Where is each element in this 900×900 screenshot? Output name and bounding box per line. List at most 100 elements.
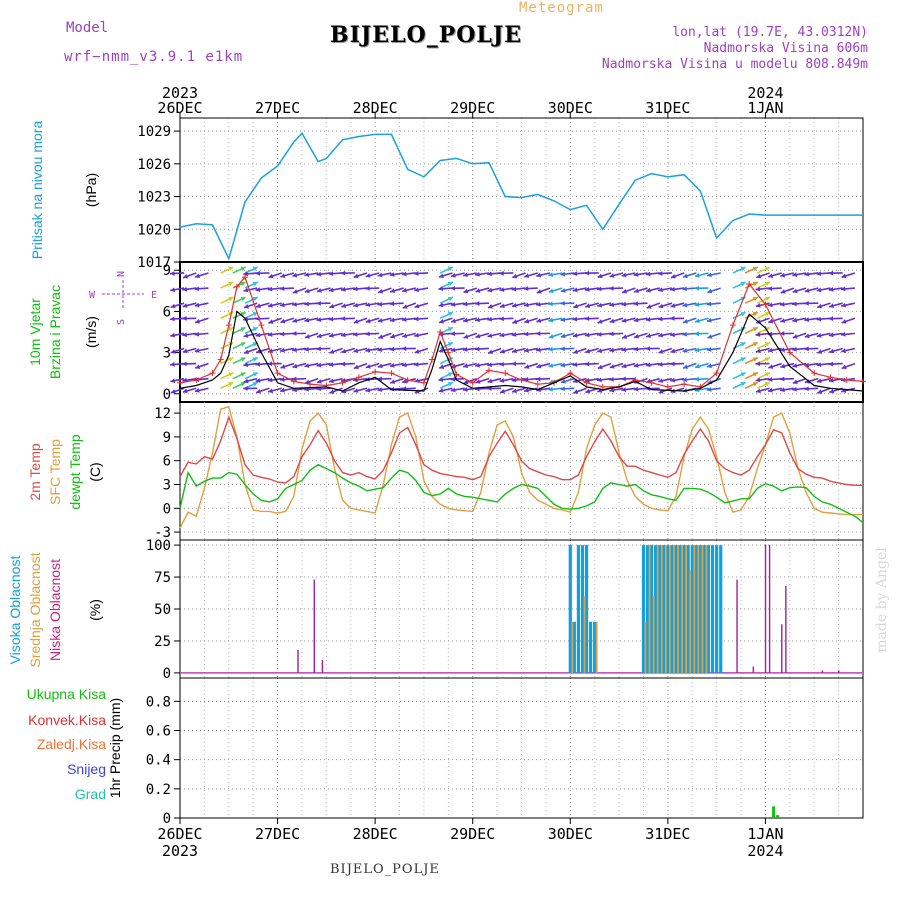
- wind-arrow-head: [475, 333, 481, 339]
- wind-arrow-head: [828, 332, 834, 338]
- wind-arrow-head: [752, 281, 758, 287]
- wind-arrow-head: [633, 272, 639, 277]
- wind-arrow-head: [621, 347, 627, 353]
- wind-arrow-head: [365, 364, 371, 369]
- wind-arrow-head: [353, 364, 359, 370]
- wind-arrow-head: [584, 270, 590, 276]
- wind-arrow-head: [804, 300, 809, 306]
- wind-arrow-head: [780, 363, 786, 369]
- wind-arrow-head: [634, 333, 640, 339]
- wind-arrow-head: [633, 346, 639, 352]
- wind-gust-marker: [534, 381, 541, 388]
- y-tick-label: 0.4: [146, 753, 171, 769]
- wind-arrow-head: [304, 334, 310, 339]
- wind-arrow-head: [752, 266, 758, 272]
- x-year-label-top: 2023: [162, 84, 198, 102]
- wind-arrow-head: [450, 331, 456, 337]
- wind-arrow-head: [755, 332, 761, 337]
- wind-arrow-head: [170, 378, 176, 384]
- wind-arrow-head: [170, 362, 175, 367]
- wind-arrow-head: [182, 361, 187, 367]
- wind-arrow-head: [707, 334, 713, 339]
- wind-arrow-head: [378, 288, 384, 294]
- wind-arrow-head: [780, 272, 786, 278]
- wind-arrow-head: [646, 304, 652, 309]
- precip-axis-title: 1hr Precip (mm): [107, 698, 123, 798]
- wind-arrow-head: [572, 362, 578, 367]
- x-year-label-bottom: 2023: [162, 842, 198, 860]
- wind-arrow-head: [439, 364, 445, 369]
- compass-e: E: [151, 290, 157, 301]
- wind-arrow-head: [792, 379, 798, 385]
- wind-arrow-head: [609, 273, 615, 278]
- wind-arrow-head: [633, 317, 639, 323]
- wind-arrow-head: [764, 357, 770, 362]
- wind-arrow-head: [694, 318, 700, 324]
- wind-arrow-head: [499, 332, 505, 338]
- precip-legend-item: Zaledj.Kisa: [37, 736, 106, 752]
- wind-arrow-head: [182, 388, 188, 394]
- wind-arrow-head: [438, 377, 444, 383]
- wind-arrow-head: [228, 296, 234, 302]
- wind-axis-unit: (m/s): [83, 316, 99, 348]
- wind-arrow-head: [572, 287, 578, 293]
- wind-gust-line: [179, 275, 864, 388]
- wind-arrow-head: [645, 346, 651, 352]
- compass-n: N: [116, 271, 127, 277]
- wind-gust-marker: [307, 381, 314, 388]
- wind-arrow-head: [390, 379, 396, 384]
- wind-arrow-head: [768, 273, 774, 278]
- wind-arrow-head: [597, 273, 603, 279]
- cloud-axis-title-3: Niska Oblacnost: [47, 559, 63, 661]
- wind-arrow-head: [548, 301, 553, 307]
- wind-arrow-head: [252, 372, 258, 377]
- wind-arrow-head: [304, 288, 310, 294]
- wind-arrow-head: [548, 272, 554, 278]
- wind-arrow-head: [267, 303, 273, 308]
- wind-arrow-head: [548, 346, 553, 352]
- wind-arrow-head: [792, 363, 798, 368]
- wind-arrow-head: [240, 327, 246, 332]
- wind-arrow-head: [597, 302, 603, 308]
- wind-gust-marker: [420, 379, 427, 386]
- wind-arrow-head: [755, 348, 761, 354]
- wind-arrow-head: [401, 362, 407, 368]
- wind-arrow-head: [328, 362, 334, 367]
- wind-arrow-head: [764, 312, 770, 317]
- wind-arrow-head: [609, 318, 615, 324]
- high-cloud-bar: [645, 545, 650, 673]
- wind-arrow-head: [548, 317, 554, 323]
- wind-arrow-head: [560, 346, 565, 352]
- coords-label: lon,lat (19.7E, 43.0312N): [672, 25, 868, 40]
- wind-arrow-head: [194, 388, 200, 393]
- wind-arrow-head: [450, 272, 456, 278]
- wind-arrow-head: [292, 318, 298, 323]
- wind-arrow-head: [740, 357, 746, 362]
- wind-arrow-head: [353, 273, 359, 279]
- wind-arrow-head: [621, 318, 627, 323]
- wind-arrow-head: [682, 273, 688, 279]
- wind-arrow-head: [182, 316, 187, 321]
- wind-arrow-head: [304, 317, 310, 323]
- wind-arrow-head: [523, 331, 529, 337]
- wind-gust-marker: [583, 379, 590, 386]
- dewpoint-line: [179, 463, 864, 524]
- wind-arrow-head: [740, 266, 746, 272]
- wind-arrow-head: [536, 301, 541, 307]
- wind-arrow-head: [499, 316, 504, 322]
- wind-arrow-head: [252, 266, 258, 272]
- wind-arrow-head: [621, 387, 627, 392]
- wind-arrow-head: [645, 271, 651, 277]
- mid-cloud-bar: [697, 545, 700, 673]
- wind-arrow-head: [451, 318, 456, 324]
- wind-gust-marker: [860, 378, 866, 385]
- wind-arrow-head: [194, 286, 200, 292]
- wind-arrow-head: [292, 363, 298, 369]
- pressure-axis-title: Pritisak na nivou mora: [29, 121, 45, 260]
- y-tick-label: 0: [163, 811, 171, 827]
- wind-speed-line: [179, 310, 864, 392]
- mid-cloud-bar: [664, 545, 667, 673]
- wind-arrow-head: [657, 362, 663, 367]
- wind-arrow-head: [828, 316, 834, 322]
- x-tick-label-bottom: 1JAN: [747, 825, 783, 843]
